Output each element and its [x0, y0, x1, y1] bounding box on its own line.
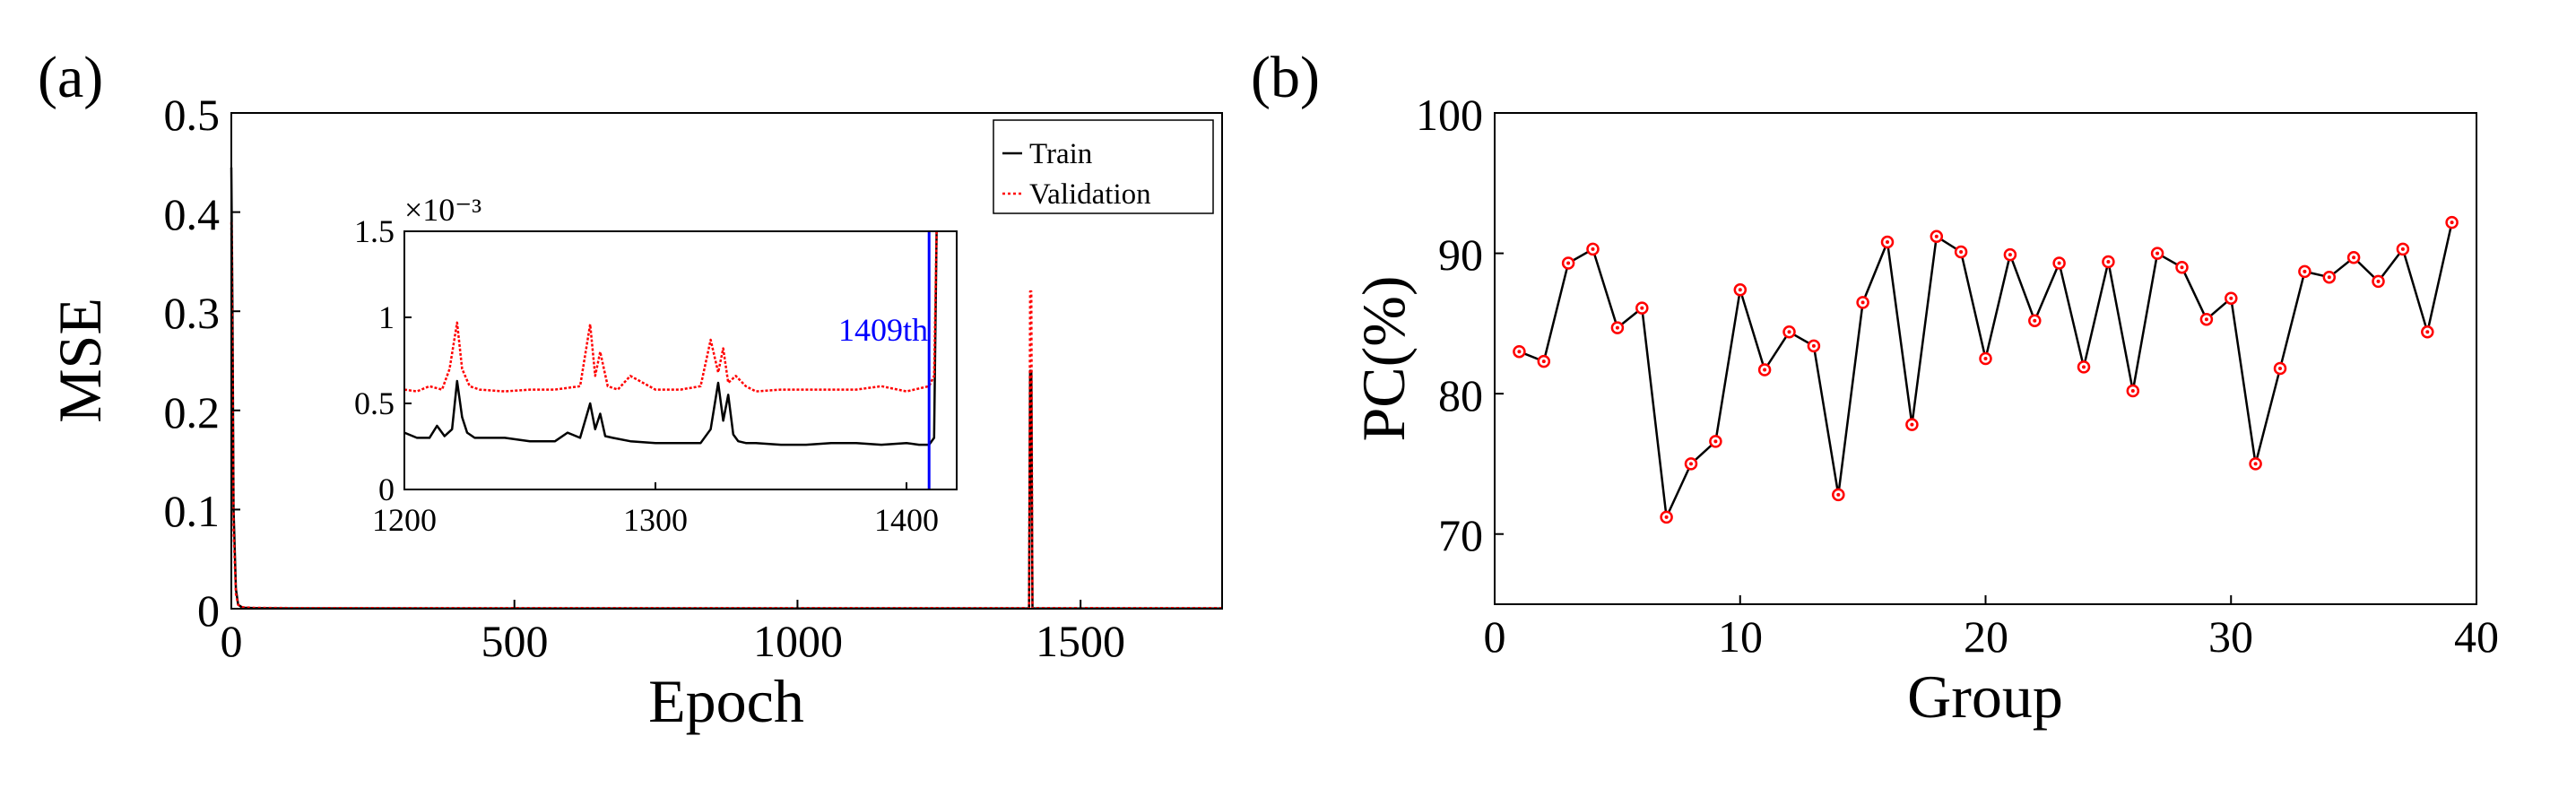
panel-a-x-tick-label: 1500 — [1036, 616, 1125, 666]
pc-data-point-center — [1566, 261, 1571, 265]
pc-data-point-center — [1763, 368, 1767, 372]
panel-a-label: (a) — [38, 45, 103, 110]
pc-data-point-center — [1591, 247, 1595, 251]
panel-b-y-tick-label: 100 — [1416, 90, 1483, 140]
pc-data-point-center — [2400, 247, 2405, 251]
pc-data-point-center — [1640, 306, 1644, 310]
inset-y-tick-label: 0 — [378, 472, 395, 507]
inset-axes-box — [403, 230, 958, 490]
pc-data-point-center — [2204, 317, 2208, 322]
pc-data-point-center — [1738, 288, 1742, 292]
pc-data-point-center — [2327, 275, 2331, 280]
inset-annotation-1409th: 1409th — [838, 312, 928, 348]
pc-data-point-center — [2352, 255, 2356, 260]
inset-y-tick-label: 1 — [378, 299, 395, 335]
pc-data-point-center — [2057, 261, 2061, 265]
panel-a-y-tick-label: 0.5 — [164, 90, 221, 140]
pc-data-point-center — [1689, 462, 1693, 466]
panel-a-axes-box — [230, 112, 1223, 610]
pc-data-point-center — [2008, 253, 2012, 257]
pc-data-point-center — [2106, 260, 2111, 264]
panel-a-x-tick-label: 0 — [221, 616, 243, 666]
pc-data-point-center — [2130, 389, 2135, 393]
inset-x-tick-label: 1400 — [874, 502, 939, 538]
pc-data-point-center — [1713, 439, 1718, 444]
legend-box — [993, 119, 1214, 214]
panel-b-x-tick-label: 10 — [1718, 611, 1763, 662]
panel-a-y-tick-label: 0.2 — [164, 387, 221, 437]
pc-data-point-center — [1541, 359, 1546, 364]
pc-data-point-center — [2303, 269, 2307, 273]
pc-data-point-center — [1811, 343, 1816, 348]
pc-data-point-center — [1615, 325, 1619, 330]
legend-validation-label: Validation — [1029, 178, 1151, 211]
pc-data-point-center — [2425, 330, 2430, 334]
panel-a-y-tick-label: 0.1 — [164, 486, 221, 536]
panel-b-x-axis-title: Group — [1907, 662, 2063, 731]
inset-series-line-train — [403, 230, 938, 446]
pc-data-point-center — [1959, 250, 1964, 254]
panel-a-legend: Train Validation — [993, 119, 1214, 214]
inset-x-tick-label: 1200 — [372, 502, 437, 538]
panel-b-label: (b) — [1251, 45, 1320, 110]
inset-y-tick-label: 1.5 — [354, 213, 395, 249]
panel-a-y-tick-label: 0.3 — [164, 288, 221, 338]
pc-data-point-center — [1836, 492, 1841, 497]
pc-data-point-center — [2253, 462, 2258, 466]
inset-background — [404, 231, 957, 489]
inset-plot-area — [403, 230, 938, 489]
pc-data-point-center — [1886, 240, 1889, 244]
panel-a-ticks — [230, 112, 1082, 610]
pc-data-point-center — [2082, 365, 2086, 369]
panel-a-y-axis-title: MSE — [46, 298, 114, 423]
inset-y-tick-label: 0.5 — [354, 385, 395, 421]
panel-b-y-tick-label: 90 — [1438, 229, 1483, 280]
panel-b-y-tick-label: 80 — [1438, 370, 1483, 420]
panel-a-x-axis-title: Epoch — [648, 667, 804, 735]
inset-x-tick-label: 1300 — [623, 502, 688, 538]
pc-data-point-center — [2229, 296, 2233, 300]
pc-data-point-center — [2180, 265, 2184, 270]
legend-train-label: Train — [1029, 138, 1092, 170]
panel-b-ticks — [1494, 112, 2477, 604]
pc-data-point-center — [1934, 234, 1939, 238]
panel-a-x-tick-label: 1000 — [753, 616, 843, 666]
pc-data-point-center — [2376, 279, 2381, 283]
panel-b-x-tick-label: 0 — [1484, 611, 1506, 662]
pc-data-point-center — [1910, 422, 1914, 427]
panel-a-x-tick-label: 500 — [481, 616, 549, 666]
pc-data-point-center — [1517, 350, 1522, 354]
panel-a-inset: 1.5 1 0.5 0 1200 1300 1400 ×10⁻³ 1409th — [354, 192, 958, 538]
pc-data-point-center — [1983, 357, 1988, 360]
inset-series-line-validation — [403, 230, 938, 393]
pc-data-point-center — [1787, 330, 1791, 334]
panel-b-x-tick-label: 20 — [1964, 611, 2008, 662]
panel-a-y-tick-label: 0.4 — [164, 189, 221, 239]
panel-b-x-tick-label: 30 — [2208, 611, 2253, 662]
panel-b-x-tick-label: 40 — [2454, 611, 2499, 662]
panel-a-y-tick-label: 0 — [197, 585, 220, 636]
inset-y-multiplier: ×10⁻³ — [404, 192, 481, 228]
pc-data-point-center — [2278, 367, 2282, 370]
panel-a: (a) 0.5 0.4 0.3 0.2 0.1 0 0 500 1000 150… — [38, 45, 1223, 735]
panel-b-y-tick-label: 70 — [1438, 510, 1483, 560]
pc-data-point-center — [2450, 221, 2454, 225]
pc-data-point-center — [1664, 515, 1669, 519]
pc-data-point-center — [2155, 251, 2160, 255]
pc-data-point-center — [1860, 300, 1865, 305]
pc-data-point-center — [2033, 318, 2037, 323]
panel-b-y-axis-title: PC(%) — [1349, 275, 1418, 441]
panel-b: (b) 100 90 80 70 0 10 20 30 40 Group PC(… — [1251, 45, 2499, 731]
panel-b-plot-area — [1513, 215, 2459, 524]
inset-ticks — [403, 230, 907, 490]
